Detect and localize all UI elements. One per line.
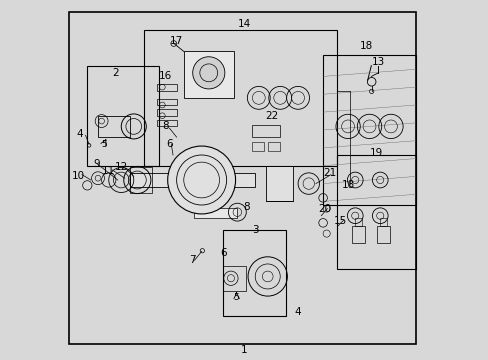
Bar xyxy=(144,30,337,166)
Bar xyxy=(223,266,246,291)
Text: 21: 21 xyxy=(322,168,335,178)
Text: 18: 18 xyxy=(359,41,372,51)
Text: 22: 22 xyxy=(264,111,278,121)
Bar xyxy=(251,125,280,137)
Bar xyxy=(157,109,176,116)
Text: 1: 1 xyxy=(241,345,247,355)
Bar xyxy=(323,55,415,205)
Text: 4: 4 xyxy=(77,129,83,139)
Text: 14: 14 xyxy=(237,19,251,29)
Text: 15: 15 xyxy=(333,216,346,226)
Text: 8: 8 xyxy=(243,202,249,212)
Bar xyxy=(130,167,151,193)
Bar xyxy=(98,116,130,137)
Text: 7: 7 xyxy=(189,255,196,265)
Text: 12: 12 xyxy=(114,162,128,172)
Text: 11: 11 xyxy=(101,166,114,176)
Bar xyxy=(87,66,159,166)
Text: 18: 18 xyxy=(341,180,354,190)
Text: 13: 13 xyxy=(371,57,384,67)
Text: 2: 2 xyxy=(112,68,119,78)
Bar xyxy=(157,84,176,91)
Text: 20: 20 xyxy=(318,203,331,213)
Text: 3: 3 xyxy=(251,225,258,235)
Bar xyxy=(337,155,415,269)
Bar xyxy=(380,217,386,226)
Bar xyxy=(183,51,233,98)
Circle shape xyxy=(167,146,235,214)
Text: 5: 5 xyxy=(233,293,239,302)
Bar xyxy=(233,173,255,187)
Circle shape xyxy=(192,57,224,89)
Bar xyxy=(352,226,365,243)
Bar xyxy=(157,99,176,105)
Text: 6: 6 xyxy=(166,139,172,149)
Text: 9: 9 xyxy=(93,159,100,169)
Text: 17: 17 xyxy=(170,36,183,46)
Bar xyxy=(251,143,264,152)
Text: 5: 5 xyxy=(102,140,107,149)
Bar xyxy=(223,230,285,316)
Bar xyxy=(354,217,362,226)
Text: 6: 6 xyxy=(219,248,226,258)
Bar xyxy=(377,226,389,243)
Text: 10: 10 xyxy=(72,171,85,181)
Bar xyxy=(267,143,280,152)
Text: 4: 4 xyxy=(294,307,301,317)
Text: 8: 8 xyxy=(163,121,169,131)
Bar xyxy=(130,173,194,187)
Bar xyxy=(194,207,237,217)
Text: 16: 16 xyxy=(159,71,172,81)
Bar xyxy=(265,166,292,202)
Bar xyxy=(157,120,176,126)
Text: 19: 19 xyxy=(369,148,383,158)
